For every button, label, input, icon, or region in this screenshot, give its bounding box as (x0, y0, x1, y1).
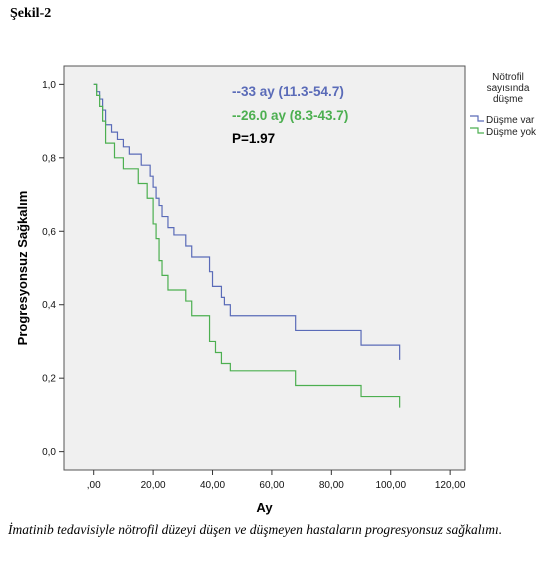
legend-entry: Düşme var (486, 115, 535, 126)
x-tick-label: 60,00 (259, 480, 284, 491)
y-axis-title: Progresyonsuz Sağkalım (15, 191, 30, 346)
median-yok-annotation: --26.0 ay (8.3-43.7) (232, 108, 348, 123)
legend-title-line: düşme (493, 94, 523, 105)
annotations: --33 ay (11.3-54.7) --26.0 ay (8.3-43.7) P… (232, 84, 348, 146)
x-tick-label: 40,00 (200, 480, 225, 491)
x-axis-title: Ay (256, 500, 273, 515)
y-tick-label: 0,6 (42, 227, 56, 238)
axes: 0,0 0,2 0,4 0,6 0,8 1,0 ,00 20,00 40,00 60,00 80,0… (15, 80, 466, 515)
plot-area (63, 65, 466, 471)
x-tick-label: 100,00 (375, 480, 406, 491)
survival-chart: 0,0 0,2 0,4 0,6 0,8 1,0 ,00 20,00 40,00 60,00 80,0… (15, 65, 537, 515)
plot-background (63, 65, 466, 471)
x-tick-label: 20,00 (141, 480, 166, 491)
p-value-annotation: P=1.97 (232, 131, 275, 146)
series-line-dusme-var (93, 83, 401, 360)
y-tick-label: 1,0 (42, 80, 56, 91)
legend-title-line: Nötrofil (492, 72, 524, 83)
y-tick-label: 0,8 (42, 153, 56, 164)
figure-label: Şekil-2 (10, 6, 52, 21)
series-line-dusme-yok (93, 83, 401, 408)
series-layer (93, 83, 401, 408)
legend-title-line: sayısında (487, 83, 530, 94)
y-tick-label: 0,2 (42, 374, 56, 385)
x-tick-label: 120,00 (435, 480, 466, 491)
legend-swatch (470, 127, 484, 134)
median-var-annotation: --33 ay (11.3-54.7) (232, 84, 344, 99)
figure-caption: İmatinib tedavisiyle nötrofil düzeyi düş… (8, 522, 503, 537)
legend-swatch (470, 115, 484, 122)
y-tick-label: 0,4 (42, 300, 56, 311)
y-tick-label: 0,0 (42, 447, 56, 458)
legend-entry: Düşme yok (486, 127, 537, 138)
x-tick-label: 80,00 (319, 480, 344, 491)
x-tick-label: ,00 (87, 480, 101, 491)
